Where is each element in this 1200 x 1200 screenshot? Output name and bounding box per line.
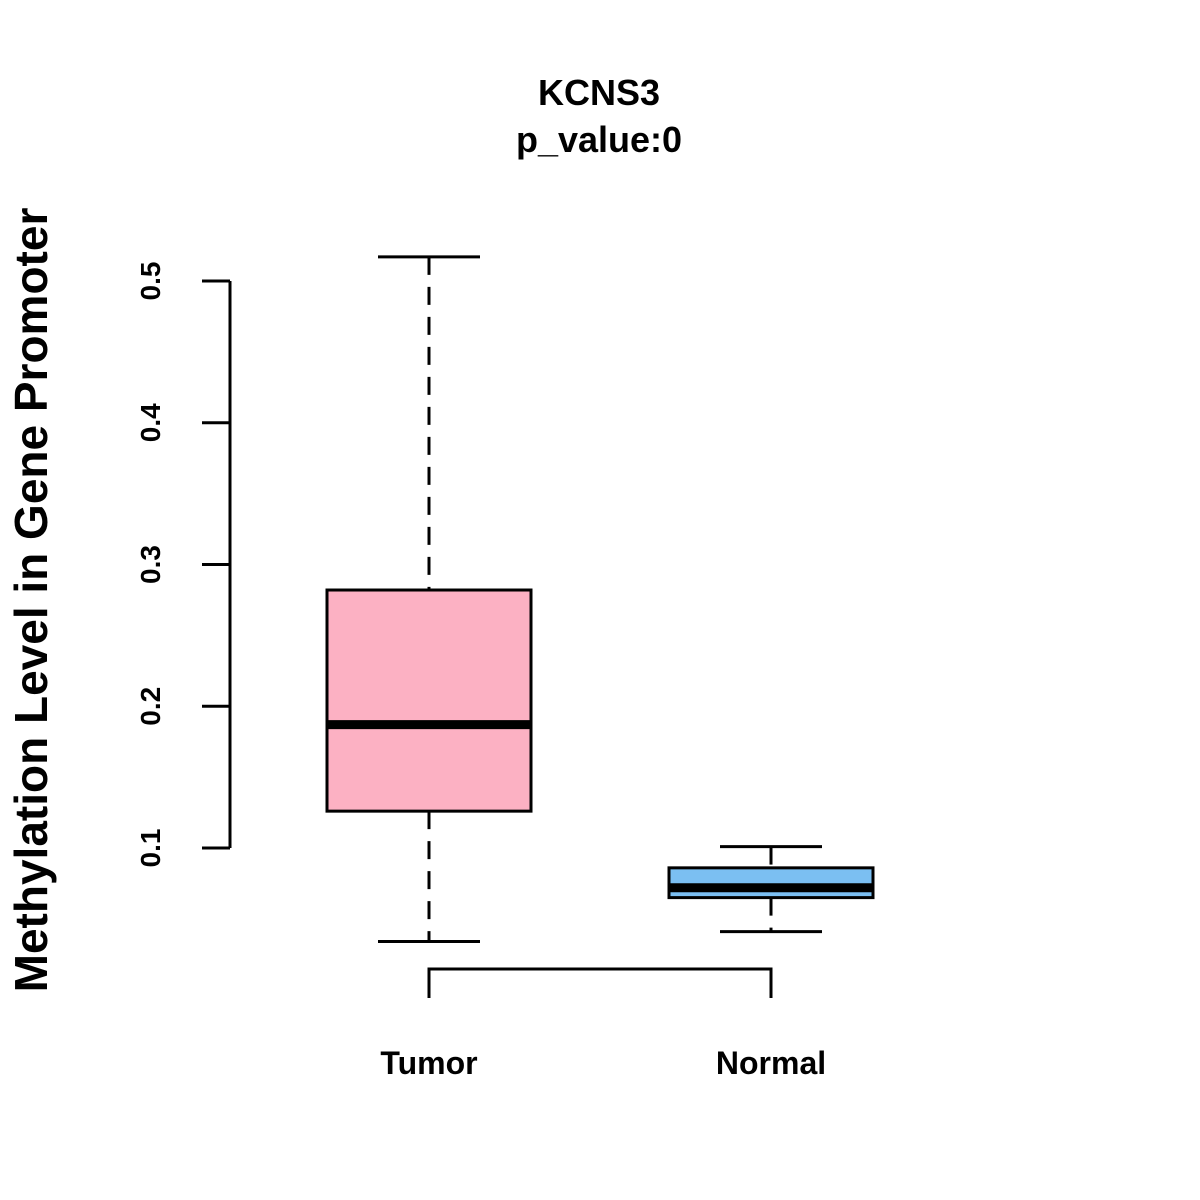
iqr-box	[667, 866, 875, 900]
y-tick-label: 0.4	[135, 403, 166, 442]
x-axis-labels: Tumor Normal	[380, 1045, 826, 1081]
y-axis-label: Methylation Level in Gene Promoter	[5, 208, 57, 993]
x-category-label: Tumor	[380, 1045, 477, 1081]
box-normal	[667, 845, 875, 934]
bracket-line	[427, 967, 773, 998]
y-axis: 0.1 0.2 0.3 0.4 0.5	[135, 262, 232, 868]
y-tick-label: 0.3	[135, 545, 166, 584]
boxes-group	[325, 255, 875, 944]
chart-title: KCNS3	[538, 72, 660, 113]
y-tick-label: 0.5	[135, 262, 166, 301]
x-category-label: Normal	[716, 1045, 826, 1081]
y-tick-label: 0.2	[135, 687, 166, 726]
box-tumor	[325, 255, 533, 944]
iqr-box	[325, 588, 533, 813]
y-tick-label: 0.1	[135, 829, 166, 868]
chart-subtitle: p_value:0	[516, 119, 682, 160]
significance-bracket	[427, 967, 773, 998]
